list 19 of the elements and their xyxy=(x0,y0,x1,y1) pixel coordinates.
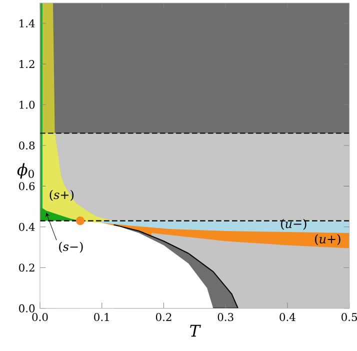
y-tick-label: 0.6 xyxy=(19,182,35,190)
x-tick-label: 0.2 xyxy=(156,313,172,322)
y-tick-label: 0.0 xyxy=(19,304,35,312)
x-tick-label: 0.1 xyxy=(94,313,109,322)
annotation: (s+) xyxy=(50,190,74,201)
y-tick-label: 1.0 xyxy=(20,100,35,109)
x-axis-title: T xyxy=(190,324,201,337)
y-axis-title: ϕ$_{0}$ xyxy=(17,163,34,179)
y-tick-label: 0.4 xyxy=(19,222,35,231)
y-tick-label: 1.4 xyxy=(20,19,35,28)
y-tick-label: 1.2 xyxy=(20,60,34,68)
x-tick-label: 0.3 xyxy=(218,313,234,322)
x-tick-label: 0.4 xyxy=(280,313,296,322)
y-tick-label: 0.8 xyxy=(19,141,35,150)
y-tick-label: 0.2 xyxy=(19,264,34,272)
annotation: (u−) xyxy=(281,218,306,230)
annotation: (u+) xyxy=(315,234,340,246)
x-tick-label: 0.5 xyxy=(342,313,357,322)
x-tick-label: 0.0 xyxy=(32,313,48,322)
